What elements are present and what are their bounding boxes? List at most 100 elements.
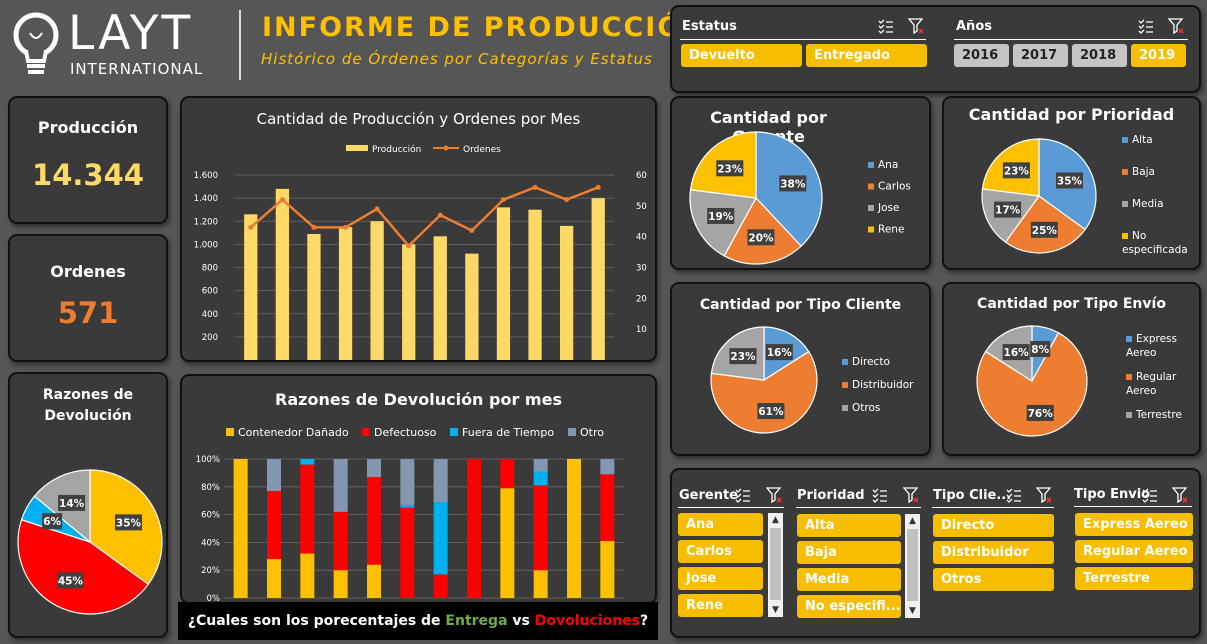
legend-swatch xyxy=(1122,201,1128,207)
scroll-down-icon[interactable]: ▼ xyxy=(772,605,779,615)
bar-segment xyxy=(533,471,548,486)
bar-segment xyxy=(300,464,315,554)
legend-label: Media xyxy=(1132,198,1164,210)
slicer-gerente-ana[interactable]: Ana xyxy=(678,513,763,536)
scroll-thumb[interactable] xyxy=(770,528,781,600)
point-ordenes xyxy=(343,224,349,230)
kpi-produccion-label: Producción xyxy=(37,118,139,137)
filter-year-2018[interactable]: 2018 xyxy=(1072,44,1127,67)
pie-label-box xyxy=(707,207,735,224)
slicer-prioridad-alta[interactable]: Alta xyxy=(797,514,901,537)
clear-filter-icon[interactable] xyxy=(903,487,919,503)
slicer-gerente-jose[interactable]: Jose xyxy=(678,567,763,590)
bar-segment xyxy=(433,574,448,598)
razones-pie-title: Razones de Devolución xyxy=(42,387,134,424)
slicer-prioridad-baja[interactable]: Baja xyxy=(797,541,901,564)
y-tick: 20% xyxy=(201,566,220,576)
pie-label-box xyxy=(779,175,807,192)
clear-filter-icon[interactable] xyxy=(1172,487,1188,503)
legend-swatch xyxy=(226,428,234,436)
pie-label: 20% xyxy=(748,232,774,244)
legend-label: Otro xyxy=(580,426,604,439)
filter-year-2019[interactable]: 2019 xyxy=(1131,44,1186,67)
legend-swatch-produccion xyxy=(346,145,368,151)
scroll-down-icon[interactable]: ▼ xyxy=(909,606,916,616)
slicer-cliente-otros[interactable]: Otros xyxy=(933,568,1054,591)
legend-label: Regular Aereo xyxy=(1126,371,1177,397)
pie-slice xyxy=(17,518,150,615)
pie-label-box xyxy=(56,572,84,589)
slicer-prioridad-media[interactable]: Media xyxy=(797,568,901,591)
gerente-scrollbar[interactable]: ▲ ▼ xyxy=(768,513,783,617)
point-ordenes xyxy=(469,228,475,233)
y-left-tick: 1.200 xyxy=(194,217,218,227)
legend-label: Alta xyxy=(1132,134,1153,146)
pie-label: 14% xyxy=(59,498,85,510)
y-right-tick: 40 xyxy=(636,233,647,243)
clear-filter-icon[interactable] xyxy=(1036,487,1052,503)
clear-filter-icon[interactable] xyxy=(1168,18,1184,34)
multiselect-icon[interactable] xyxy=(1138,18,1154,34)
pie-label: 23% xyxy=(730,351,756,363)
y-right-tick: - xyxy=(636,356,639,360)
filter-estatus-entregado[interactable]: Entregado xyxy=(806,44,927,67)
pie-label-box xyxy=(765,344,793,361)
gerente-divider xyxy=(678,507,784,508)
slicer-envio-terrestre[interactable]: Terrestre xyxy=(1075,567,1193,590)
pie-label-box xyxy=(1055,172,1083,189)
legend-swatch xyxy=(868,226,874,233)
scroll-thumb[interactable] xyxy=(907,529,918,601)
y-tick: 0% xyxy=(207,594,221,602)
slicer-prioridad-no-especificada[interactable]: No especifi... xyxy=(797,595,901,618)
clear-filter-icon[interactable] xyxy=(908,18,924,34)
slicer-envio-express-aereo[interactable]: Express Aereo xyxy=(1075,513,1193,536)
clear-filter-icon[interactable] xyxy=(766,487,782,503)
legend-swatch xyxy=(1126,336,1132,342)
multiselect-icon[interactable] xyxy=(735,487,751,503)
filter-year-2016[interactable]: 2016 xyxy=(954,44,1009,67)
slicer-envio-regular-aereo[interactable]: Regular Aereo xyxy=(1075,540,1193,563)
pie-label: 35% xyxy=(1057,175,1083,187)
bar-segment xyxy=(533,459,548,472)
pie-label: 6% xyxy=(43,516,61,528)
y-left-tick: 200 xyxy=(202,333,218,343)
devolucion-chart-title: Razones de Devolución por mes xyxy=(275,390,562,409)
scroll-up-icon[interactable]: ▲ xyxy=(772,515,779,525)
pie-label: 17% xyxy=(995,205,1021,217)
envio-pie-panel: Cantidad por Tipo Envío 8% 76% 16% Express A… xyxy=(942,282,1201,456)
filter-estatus-devuelto[interactable]: Devuelto xyxy=(681,44,802,67)
slicer-cliente-distribuidor[interactable]: Distribuidor xyxy=(933,541,1054,564)
slicers-panel: Gerente Ana Carlos Jose Rene ▲ ▼ Priorid… xyxy=(670,468,1201,638)
filter-year-2017[interactable]: 2017 xyxy=(1013,44,1068,67)
header-divider xyxy=(239,10,241,80)
tipo-cliente-divider xyxy=(932,507,1054,508)
multiselect-icon[interactable] xyxy=(1006,487,1022,503)
legend-marker-ordenes xyxy=(443,145,449,151)
combo-chart-title: Cantidad de Producción y Ordenes por Mes xyxy=(256,110,581,128)
y-right-tick: 60 xyxy=(636,171,647,181)
devolucion-chart-panel: Razones de Devolución por mes Contenedor… xyxy=(180,374,657,604)
point-ordenes xyxy=(595,184,601,190)
legend-label: Rene xyxy=(878,224,904,236)
page-title: INFORME DE PRODUCCIÓN xyxy=(262,12,707,43)
slicer-gerente-rene[interactable]: Rene xyxy=(678,594,763,617)
logo-text: LAYT xyxy=(68,6,194,61)
scroll-up-icon[interactable]: ▲ xyxy=(909,516,916,526)
y-tick: 80% xyxy=(201,483,220,493)
pie-label: 16% xyxy=(767,347,793,359)
bar-segment xyxy=(533,570,548,598)
multiselect-icon[interactable] xyxy=(872,487,888,503)
bar-produccion xyxy=(338,227,353,360)
multiselect-icon[interactable] xyxy=(878,18,894,34)
slicer-gerente-carlos[interactable]: Carlos xyxy=(678,540,763,563)
razones-pie-panel: Razones de Devolución 35% 45% 6% 14% xyxy=(8,372,168,638)
estatus-filter-title: Estatus xyxy=(682,19,737,34)
pie-label-box xyxy=(1002,162,1030,179)
bar-segment xyxy=(600,459,615,475)
multiselect-icon[interactable] xyxy=(1142,487,1158,503)
legend-swatch xyxy=(1122,169,1128,175)
legend-label-ordenes: Ordenes xyxy=(463,145,501,155)
prioridad-scrollbar[interactable]: ▲ ▼ xyxy=(905,514,920,618)
bar-produccion xyxy=(307,233,321,360)
slicer-cliente-directo[interactable]: Directo xyxy=(933,514,1054,537)
